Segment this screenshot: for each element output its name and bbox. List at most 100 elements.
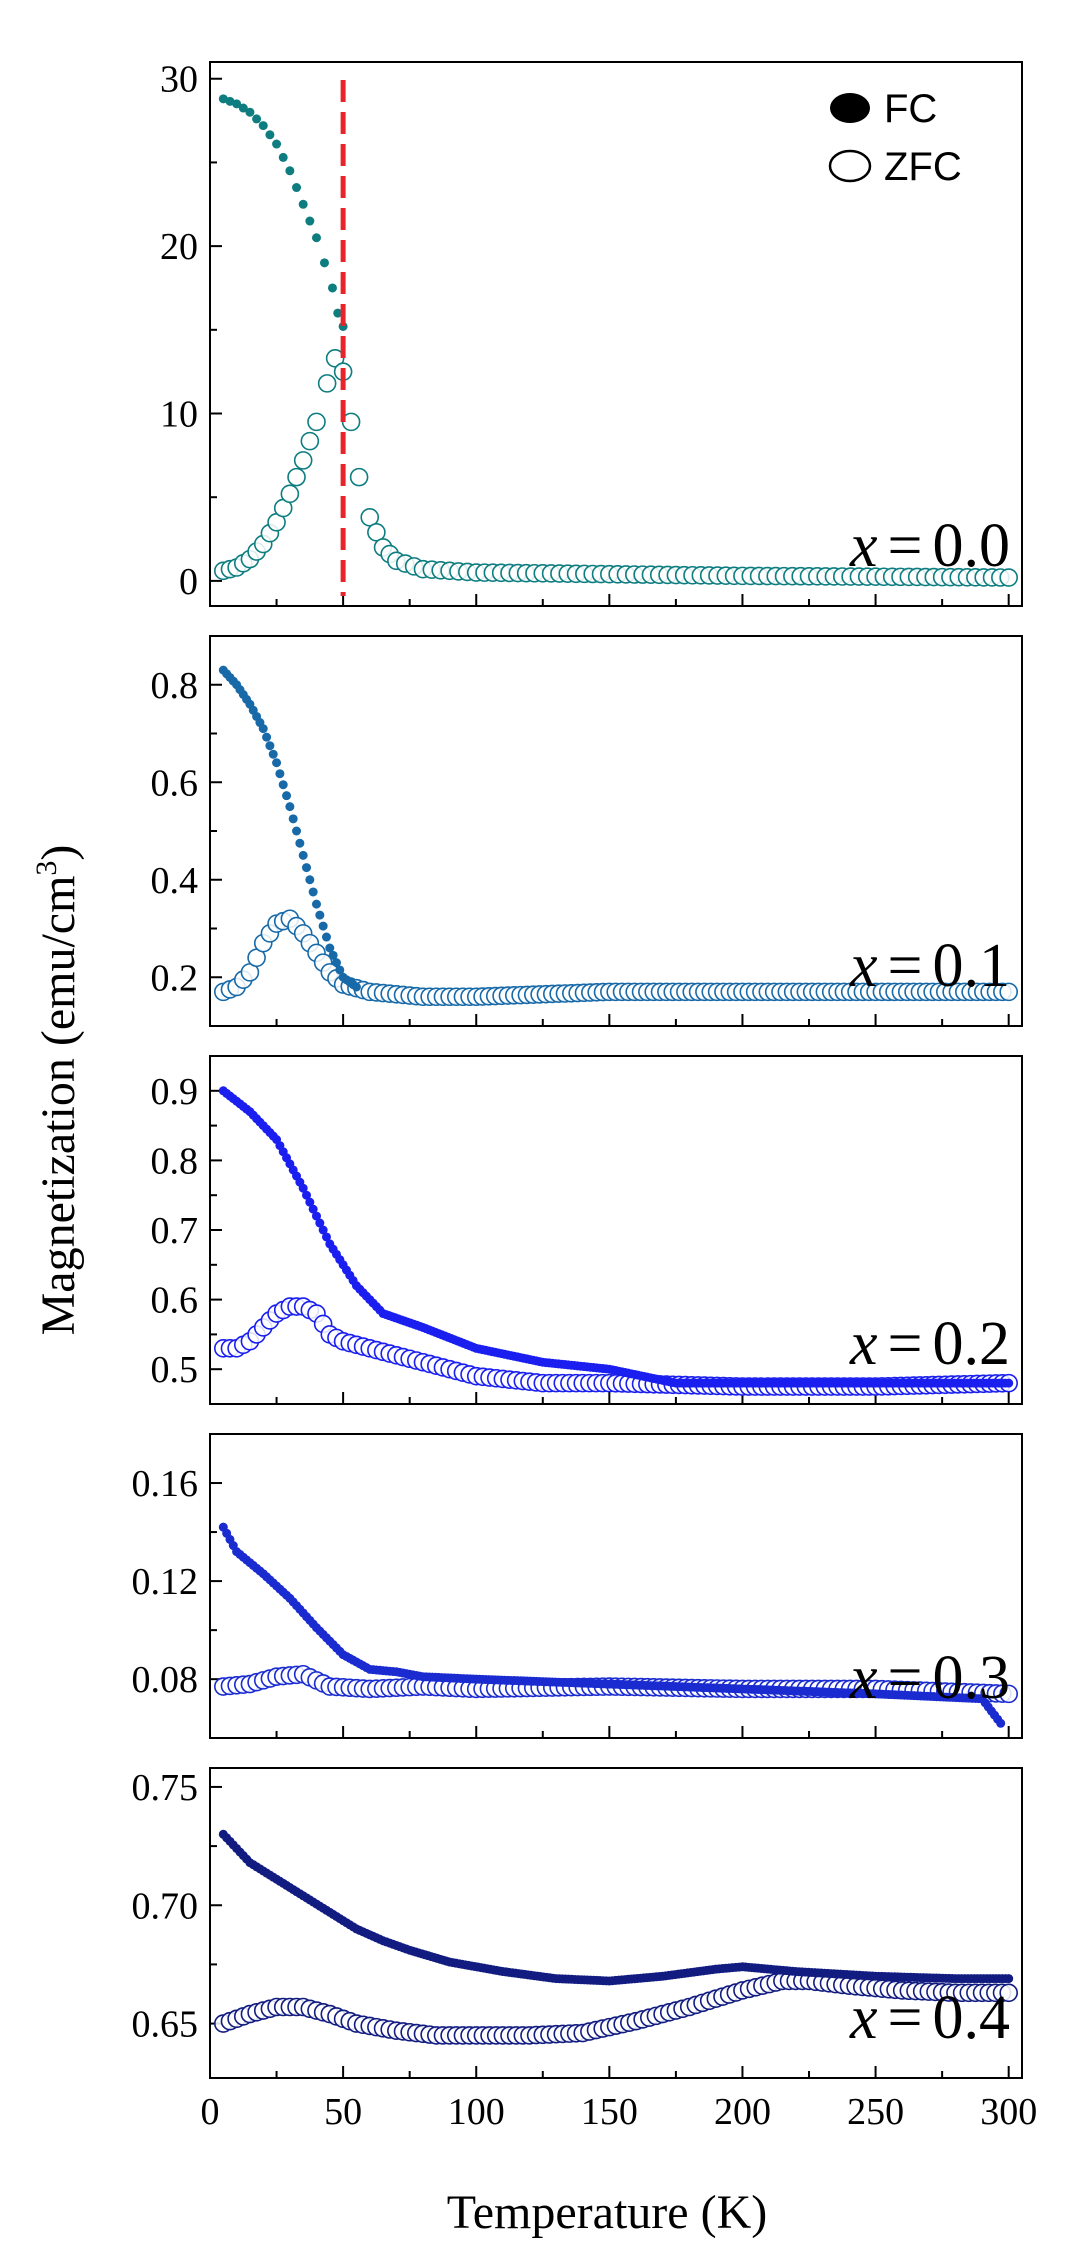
y-tick-label: 0.70 (132, 1885, 199, 1927)
fc-point (285, 166, 295, 176)
legend-zfc-label: ZFC (884, 145, 962, 189)
fc-point (335, 965, 345, 975)
y-tick-label: 0.8 (151, 1140, 199, 1182)
y-tick-label: 0.2 (151, 957, 199, 999)
fc-point (318, 921, 328, 931)
y-tick-label: 0 (179, 561, 198, 603)
panel-label-var: x (849, 1644, 878, 1712)
fc-point (311, 233, 321, 243)
y-axis-title-superscript: 3 (30, 861, 63, 876)
fc-point (295, 838, 305, 848)
x-tick-label: 150 (581, 2091, 638, 2133)
fc-point (302, 863, 312, 873)
fc-point (292, 826, 302, 836)
fc-point (308, 1204, 318, 1214)
fc-point (351, 982, 361, 992)
fc-point (333, 308, 343, 318)
x-axis: 0 50 100 150 200 250 300 (201, 2091, 1038, 2133)
zfc-point (360, 507, 380, 527)
y-tick-label: 0.65 (132, 2004, 199, 2046)
zfc-point (999, 982, 1018, 1002)
fc-point (1004, 1974, 1014, 1984)
panel-frame (209, 61, 1023, 607)
fc-point (298, 850, 308, 860)
fc-point (308, 887, 318, 897)
panel-data (214, 1086, 1018, 1396)
zfc-point (999, 568, 1018, 587)
y-tick-label: 0.6 (151, 762, 199, 804)
panel-label-eq: = (888, 1984, 923, 2052)
panel-label-value: 0.0 (933, 512, 1011, 580)
panel-label-value: 0.2 (933, 1310, 1011, 1378)
panel-0: 0 10 20 30 x = 0.0 FC ZFC (160, 59, 1023, 607)
fc-point (321, 1232, 331, 1242)
panel-label-eq: = (888, 1310, 923, 1378)
y-tick-label: 0.4 (151, 860, 199, 902)
panel-label: x = 0.2 (849, 1310, 1010, 1378)
zfc-point (293, 451, 313, 470)
fc-point (327, 283, 337, 293)
y-tick-label: 0.08 (132, 1659, 199, 1701)
panel-label: x = 0.1 (849, 932, 1010, 1000)
legend: FC ZFC (828, 87, 962, 189)
fc-point (325, 943, 335, 953)
zfc-point (349, 467, 369, 487)
fc-point (278, 152, 288, 162)
fc-point (302, 1190, 312, 1200)
y-axis-title-main: Magnetization (emu/cm (32, 876, 85, 1336)
x-tick-label: 100 (448, 2091, 505, 2133)
y-axis-title-close: ) (32, 845, 85, 861)
y-tick-label: 0.9 (151, 1071, 199, 1113)
panel-label-value: 0.1 (933, 932, 1011, 1000)
panel-label-var: x (849, 1310, 878, 1378)
y-tick-label: 0.5 (151, 1349, 199, 1391)
fc-point (238, 103, 248, 113)
panel-data (214, 94, 1018, 587)
fc-point (305, 216, 315, 226)
panel-label: x = 0.3 (849, 1644, 1010, 1712)
y-tick-label: 0.8 (151, 665, 199, 707)
legend-fc-marker (830, 93, 870, 123)
fc-point (298, 199, 308, 209)
y-tick-label: 0.16 (132, 1463, 199, 1505)
fc-point (265, 741, 275, 751)
panel-data (214, 1829, 1018, 2045)
panel-label: x = 0.0 (849, 512, 1010, 580)
zfc-point (300, 431, 320, 451)
panel-label-var: x (849, 512, 878, 580)
zfc-point (325, 348, 345, 368)
fc-point (285, 802, 295, 812)
fc-point (258, 121, 268, 131)
fc-point (262, 732, 272, 742)
fc-point (331, 958, 341, 968)
panel-label: x = 0.4 (849, 1984, 1010, 2052)
legend-fc-label: FC (884, 87, 937, 131)
panel-data (214, 1522, 1018, 1728)
panel-1: 0.2 0.4 0.6 0.8 x = 0.1 (151, 635, 1023, 1027)
panel-3: 0.08 0.12 0.16 x = 0.3 (132, 1433, 1023, 1739)
fc-point (258, 724, 268, 734)
fc-point (298, 1183, 308, 1193)
fc-point (328, 950, 338, 960)
panel-label-value: 0.3 (933, 1644, 1011, 1712)
fc-point (265, 130, 275, 140)
fc-point (315, 910, 325, 920)
fc-point (268, 749, 278, 759)
fc-point (272, 139, 282, 149)
x-tick-label: 50 (324, 2091, 362, 2133)
x-tick-label: 300 (980, 2091, 1037, 2133)
fc-point (305, 875, 315, 885)
y-tick-label: 0.75 (132, 1767, 199, 1809)
panel-frame (209, 1767, 1023, 2079)
fc-point (318, 1225, 328, 1235)
fc-point (319, 258, 329, 268)
zfc-point (317, 374, 337, 393)
fc-point (252, 114, 262, 124)
legend-zfc-marker (828, 149, 872, 183)
fc-point (305, 1197, 315, 1207)
y-tick-label: 10 (160, 394, 198, 436)
fc-point (311, 1211, 321, 1221)
x-tick-label: 250 (847, 2091, 904, 2133)
x-tick-label: 200 (714, 2091, 771, 2133)
